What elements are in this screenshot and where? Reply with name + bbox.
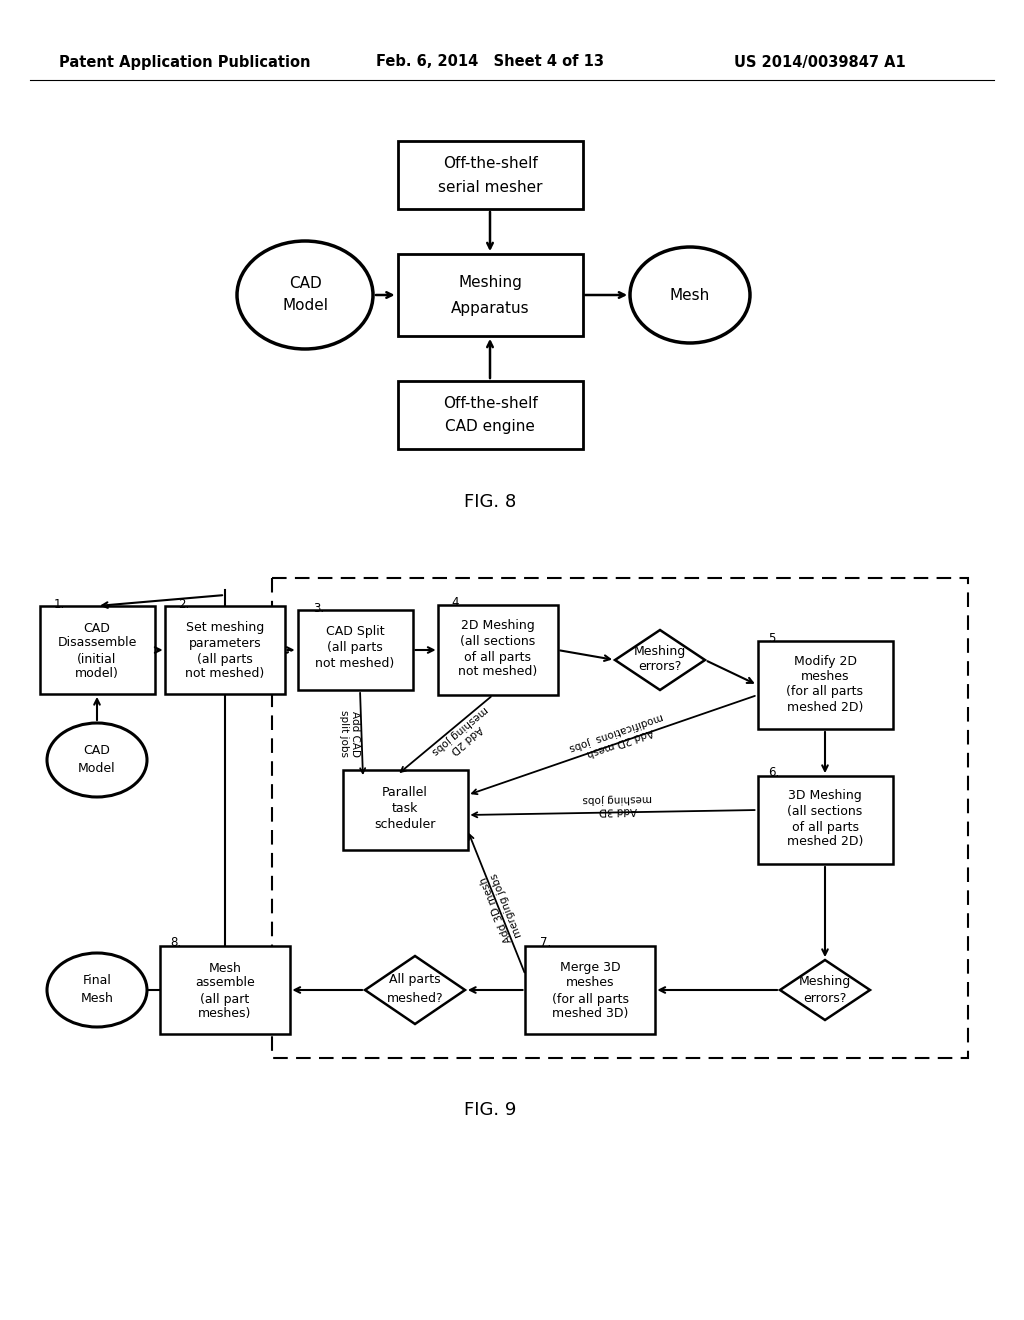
Text: 2D Meshing: 2D Meshing: [461, 619, 535, 632]
Text: Mesh: Mesh: [209, 961, 242, 974]
Text: Add 2D
meshing jobs: Add 2D meshing jobs: [429, 705, 497, 766]
Ellipse shape: [630, 247, 750, 343]
Text: task: task: [392, 801, 418, 814]
Text: (for all parts: (for all parts: [552, 993, 629, 1006]
Text: (all sections: (all sections: [787, 804, 862, 817]
Text: 2.: 2.: [178, 598, 189, 611]
Text: 7.: 7.: [540, 936, 551, 949]
Text: 5.: 5.: [768, 631, 779, 644]
Text: not meshed): not meshed): [185, 668, 264, 681]
Text: 8.: 8.: [170, 936, 181, 949]
Bar: [160, 946, 290, 1034]
Polygon shape: [615, 630, 705, 690]
Text: Patent Application Publication: Patent Application Publication: [59, 54, 310, 70]
Polygon shape: [780, 960, 870, 1020]
Text: model): model): [75, 668, 119, 681]
Text: Model: Model: [78, 763, 116, 776]
Text: CAD: CAD: [289, 276, 322, 292]
Text: Modify 2D: Modify 2D: [794, 655, 856, 668]
Text: Feb. 6, 2014   Sheet 4 of 13: Feb. 6, 2014 Sheet 4 of 13: [376, 54, 604, 70]
Text: 1.: 1.: [54, 598, 66, 611]
Text: FIG. 8: FIG. 8: [464, 492, 516, 511]
Text: of all parts: of all parts: [792, 821, 858, 833]
Text: meshed?: meshed?: [387, 991, 443, 1005]
Text: 3.: 3.: [313, 602, 325, 615]
Text: Off-the-shelf: Off-the-shelf: [442, 156, 538, 170]
Text: CAD engine: CAD engine: [445, 420, 535, 434]
Text: (initial: (initial: [78, 652, 117, 665]
Text: meshes: meshes: [565, 977, 614, 990]
Bar: [165, 606, 285, 694]
Text: Model: Model: [282, 298, 328, 314]
Text: (all part: (all part: [201, 993, 250, 1006]
Text: (all sections: (all sections: [461, 635, 536, 648]
Text: scheduler: scheduler: [375, 818, 435, 832]
Text: Meshing: Meshing: [799, 974, 851, 987]
Text: Add 3D mesh
merging jobs: Add 3D mesh merging jobs: [478, 871, 524, 944]
Text: 3D Meshing: 3D Meshing: [788, 789, 862, 803]
Text: errors?: errors?: [803, 991, 847, 1005]
Bar: [397, 381, 583, 449]
Text: of all parts: of all parts: [465, 651, 531, 664]
Text: Mesh: Mesh: [670, 288, 710, 302]
Text: CAD: CAD: [84, 744, 111, 758]
Text: Final: Final: [83, 974, 112, 987]
Bar: [438, 605, 558, 696]
Text: Meshing: Meshing: [458, 275, 522, 289]
Text: Set meshing: Set meshing: [186, 622, 264, 635]
Text: Merge 3D: Merge 3D: [560, 961, 621, 974]
Ellipse shape: [237, 242, 373, 348]
Text: meshed 2D): meshed 2D): [786, 701, 863, 714]
Text: (for all parts: (for all parts: [786, 685, 863, 698]
Text: Meshing: Meshing: [634, 644, 686, 657]
Polygon shape: [365, 956, 465, 1024]
Text: meshed 2D): meshed 2D): [786, 836, 863, 849]
Text: meshes): meshes): [199, 1007, 252, 1020]
Text: US 2014/0039847 A1: US 2014/0039847 A1: [734, 54, 906, 70]
Bar: [298, 610, 413, 690]
Text: All parts: All parts: [389, 974, 440, 986]
Text: meshes: meshes: [801, 669, 849, 682]
Text: 4.: 4.: [451, 597, 462, 610]
Ellipse shape: [47, 953, 147, 1027]
Bar: [758, 642, 893, 729]
Text: (all parts: (all parts: [198, 652, 253, 665]
Text: parameters: parameters: [188, 636, 261, 649]
Text: Add 2D mesh
modifications  jobs: Add 2D mesh modifications jobs: [567, 710, 668, 763]
Text: Off-the-shelf: Off-the-shelf: [442, 396, 538, 411]
Text: Parallel: Parallel: [382, 785, 428, 799]
Text: Add 3D
meshing jobs: Add 3D meshing jobs: [583, 793, 652, 816]
Text: Add CAD
split jobs: Add CAD split jobs: [339, 710, 360, 758]
Text: FIG. 9: FIG. 9: [464, 1101, 516, 1119]
Bar: [397, 141, 583, 209]
Text: Disassemble: Disassemble: [57, 636, 136, 649]
Text: (all parts: (all parts: [327, 640, 383, 653]
Text: CAD Split: CAD Split: [326, 626, 384, 639]
Text: not meshed): not meshed): [459, 665, 538, 678]
Text: 6.: 6.: [768, 767, 779, 780]
Text: CAD: CAD: [84, 622, 111, 635]
Bar: [525, 946, 655, 1034]
Text: errors?: errors?: [638, 660, 682, 673]
Text: not meshed): not meshed): [315, 657, 394, 671]
Bar: [397, 253, 583, 337]
Text: serial mesher: serial mesher: [437, 180, 543, 194]
Bar: [40, 606, 155, 694]
Text: Mesh: Mesh: [81, 993, 114, 1006]
Ellipse shape: [47, 723, 147, 797]
Bar: [342, 770, 468, 850]
Bar: [758, 776, 893, 865]
Text: assemble: assemble: [196, 977, 255, 990]
Text: meshed 3D): meshed 3D): [552, 1007, 628, 1020]
Text: Apparatus: Apparatus: [451, 301, 529, 315]
Bar: [272, 578, 968, 1059]
